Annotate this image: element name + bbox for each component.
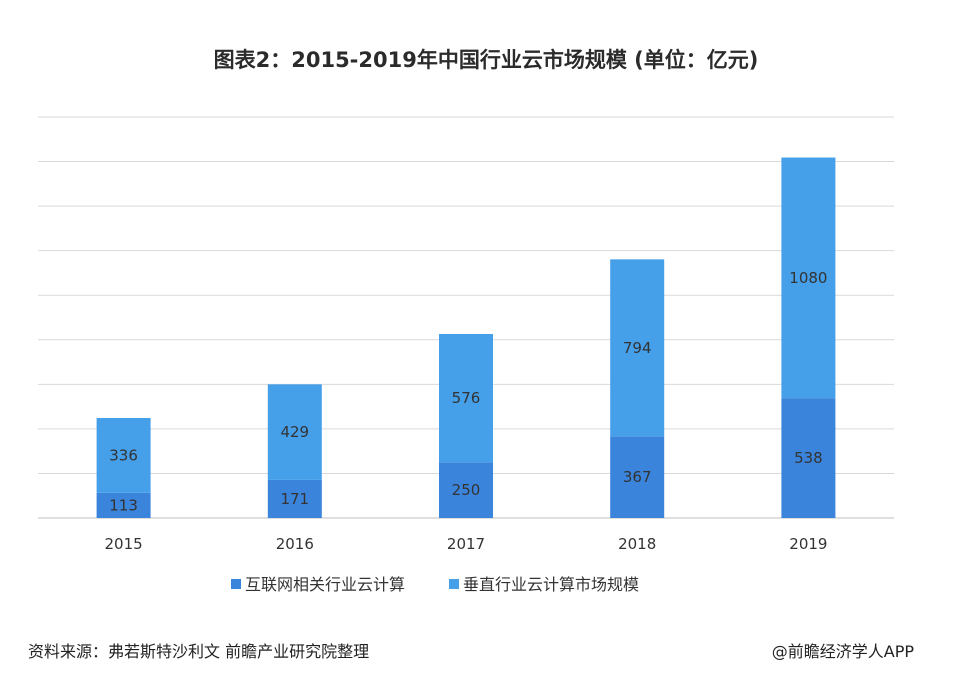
x-tick-label-2019: 2019 bbox=[789, 535, 827, 553]
x-tick-label-2017: 2017 bbox=[447, 535, 485, 553]
bar-vertical-2015 bbox=[96, 417, 151, 493]
bar-vertical-2017 bbox=[439, 333, 493, 463]
data-label-vertical-2017: 576 bbox=[452, 389, 481, 407]
bar-internet-2017 bbox=[439, 462, 493, 518]
x-axis: 2015 2016 2017 2018 2019 bbox=[105, 535, 828, 553]
bar-internet-2018 bbox=[610, 436, 665, 518]
legend-label-internet: 互联网相关行业云计算 bbox=[245, 575, 405, 594]
bars bbox=[96, 157, 836, 518]
bar-internet-2016 bbox=[267, 479, 322, 518]
legend-label-vertical: 垂直行业云计算市场规模 bbox=[463, 575, 639, 594]
x-tick-label-2015: 2015 bbox=[105, 535, 143, 553]
data-label-internet-2017: 250 bbox=[452, 481, 481, 499]
data-label-internet-2016: 171 bbox=[280, 490, 309, 508]
source-note: 资料来源：弗若斯特沙利文 前瞻产业研究院整理 bbox=[28, 642, 370, 661]
data-label-internet-2015: 113 bbox=[109, 496, 138, 514]
x-tick-label-2018: 2018 bbox=[618, 535, 656, 553]
bar-vertical-2018 bbox=[610, 259, 665, 437]
data-labels: 113 336 171 429 250 576 367 794 538 1080 bbox=[109, 269, 827, 515]
chart-title: 图表2：2015-2019年中国行业云市场规模 (单位：亿元) bbox=[213, 48, 759, 72]
bar-vertical-2016 bbox=[267, 384, 322, 480]
data-label-internet-2018: 367 bbox=[623, 468, 652, 486]
data-label-vertical-2019: 1080 bbox=[789, 269, 827, 287]
data-label-internet-2019: 538 bbox=[794, 449, 823, 467]
data-label-vertical-2016: 429 bbox=[280, 423, 309, 441]
legend-swatch-vertical bbox=[449, 579, 459, 589]
chart-plot: 113 336 171 429 250 576 367 794 538 1080 2015 2016… bbox=[38, 116, 894, 594]
bar-vertical-2019 bbox=[781, 157, 836, 399]
legend: 互联网相关行业云计算 垂直行业云计算市场规模 bbox=[231, 575, 639, 594]
credit-note: @前瞻经济学人APP bbox=[771, 642, 914, 661]
bar-internet-2015 bbox=[96, 492, 151, 518]
x-tick-label-2016: 2016 bbox=[276, 535, 314, 553]
legend-swatch-internet bbox=[231, 579, 241, 589]
data-label-vertical-2018: 794 bbox=[623, 339, 652, 357]
data-label-vertical-2015: 336 bbox=[109, 446, 138, 464]
bar-internet-2019 bbox=[781, 398, 836, 518]
